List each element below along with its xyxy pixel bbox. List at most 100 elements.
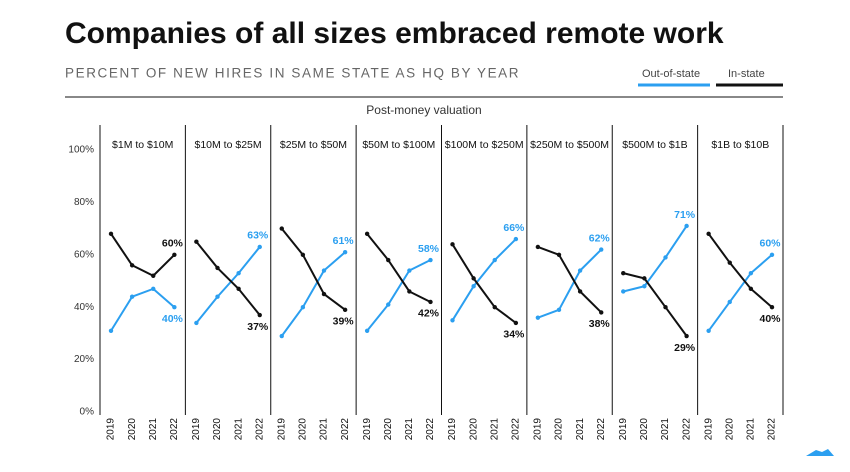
data-point [279,333,284,339]
x-tick-label: 2019 [447,418,458,441]
x-tick-label: 2019 [106,418,117,441]
x-tick-label: 2020 [298,418,309,441]
series-line [623,225,688,293]
x-tick-label: 2019 [276,418,287,441]
x-tick-label: 2022 [425,418,436,441]
y-tick-label: 100% [68,145,94,156]
data-point [556,307,562,313]
series-line [707,233,773,308]
data-point [621,270,626,276]
data-point [492,305,497,310]
data-point [194,320,199,326]
data-point [428,299,433,305]
x-tick-label: 2021 [404,418,415,441]
series-line [110,287,176,332]
data-point [215,265,220,271]
data-point [684,333,689,339]
x-tick-label: 2019 [703,418,714,441]
x-tick-label: 2022 [511,418,522,441]
data-point [642,276,647,281]
chart-title: Companies of all sizes embraced remote w… [65,17,724,50]
x-tick-label: 2021 [319,418,330,441]
value-label: 39% [333,316,355,328]
panel-title: $1M to $10M [112,139,173,151]
data-point [236,270,241,276]
panel-title: $1B to $10B [711,139,769,151]
data-point [599,310,604,315]
value-label: 60% [162,238,184,250]
data-point [172,252,177,257]
data-point [129,294,135,299]
x-tick-label: 2022 [681,418,692,441]
panel-title: $10M to $25M [195,139,262,151]
x-tick-label: 2020 [468,418,479,441]
data-point [215,294,220,299]
data-point [748,270,754,276]
x-tick-label: 2022 [340,418,351,441]
panel-title: $500M to $1B [622,139,687,151]
data-point [151,273,156,278]
x-tick-label: 2019 [533,418,544,441]
series-line [623,272,688,337]
data-point [129,263,135,268]
data-point [706,231,711,237]
data-point [172,305,177,310]
value-label: 66% [503,222,525,234]
data-point [257,312,262,318]
data-point [727,299,732,305]
data-point [321,268,327,273]
data-point [364,328,370,333]
data-point [342,249,348,255]
x-tick-label: 2021 [489,418,500,441]
value-label: 37% [247,321,269,333]
value-label: 63% [247,230,269,242]
data-point [386,302,391,307]
x-tick-label: 2021 [233,418,244,441]
data-point [748,286,754,292]
data-point [535,315,541,320]
data-point [599,247,604,252]
x-tick-label: 2020 [639,418,650,441]
series-line [366,259,431,332]
series-line [195,246,261,324]
data-point [535,244,541,250]
x-tick-label: 2020 [383,418,394,441]
y-tick-label: 40% [74,302,94,313]
panel-title: $100M to $250M [445,139,524,151]
data-point [492,257,497,263]
data-point [471,276,476,281]
series-line [537,246,602,314]
data-point [769,305,775,310]
x-tick-label: 2020 [212,418,223,441]
data-point [471,284,476,289]
data-point [364,231,370,237]
legend-label: In-state [728,68,765,80]
series-line [451,238,517,321]
x-tick-label: 2022 [596,418,607,441]
data-point [428,257,433,263]
y-tick-label: 0% [80,407,95,418]
value-label: 29% [674,342,696,354]
y-tick-label: 60% [74,249,94,260]
data-point [642,284,647,289]
value-label: 38% [589,318,611,330]
x-tick-label: 2021 [148,418,159,441]
x-tick-label: 2022 [254,418,265,441]
data-point [108,231,114,237]
data-point [727,260,732,265]
data-point [513,320,519,326]
panel-title: $50M to $100M [362,139,435,151]
data-point [621,289,626,294]
data-point [300,305,306,310]
data-point [556,252,562,257]
data-point [386,257,391,263]
x-tick-label: 2020 [724,418,735,441]
x-tick-label: 2022 [767,418,778,441]
data-point [684,223,689,229]
data-point [151,286,156,292]
x-tick-label: 2021 [746,418,757,441]
series-line [280,251,346,337]
panel-title: $250M to $500M [530,139,609,151]
data-point [300,252,306,257]
